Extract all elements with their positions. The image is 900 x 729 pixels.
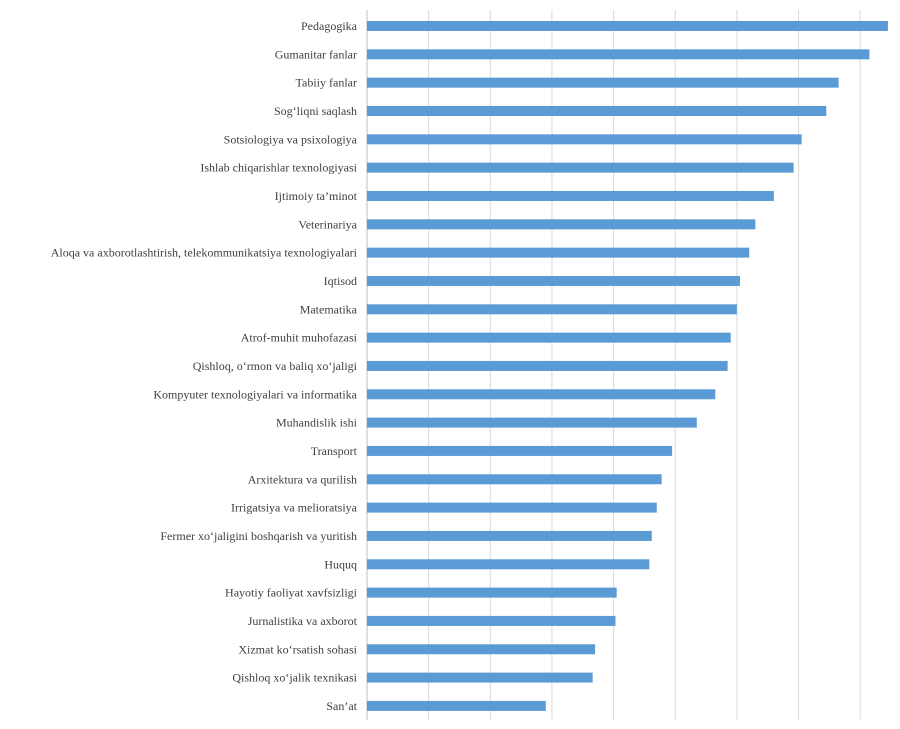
category-label: Fermer xo‘jaligini boshqarish va yuritis… [160,529,357,543]
bar [367,77,839,88]
category-label: Ishlab chiqarishlar texnologiyasi [200,161,357,175]
category-label: Jurnalistika va axborot [248,614,358,628]
category-label: Huquq [324,557,357,571]
category-label: Veterinariya [298,217,357,231]
category-label: Iqtisod [324,274,357,288]
bar [367,530,652,541]
category-label: Matematika [300,302,358,316]
category-label: Qishloq xo‘jalik texnikasi [232,671,357,685]
category-label: Sog‘liqni saqlash [274,104,357,118]
category-label: Atrof-muhit muhofazasi [241,331,358,345]
bar [367,105,827,116]
category-label: Aloqa va axborotlashtirish, telekommunik… [51,246,358,260]
bar [367,672,593,683]
category-label: Xizmat ko‘rsatish sohasi [238,642,357,656]
category-label: Qishloq, o‘rmon va baliq xo‘jaligi [193,359,358,373]
bar [367,389,716,400]
bar [367,474,662,485]
category-label: Hayotiy faoliyat xavfsizligi [225,586,358,600]
category-label: Transport [311,444,358,458]
bar [367,134,802,145]
category-label: Irrigatsiya va melioratsiya [231,501,358,515]
bar [367,190,774,201]
category-label: Pedagogika [301,19,358,33]
category-label: San’at [326,699,357,713]
bar [367,21,888,31]
category-label: Ijtimoiy ta’minot [275,189,358,203]
bars [367,21,888,711]
bar [367,417,697,428]
bar [367,275,740,286]
bar [367,644,596,655]
category-label: Tabiiy fanlar [296,76,357,90]
bar [367,247,750,258]
category-label: Gumanitar fanlar [275,47,357,61]
category-label: Muhandislik ishi [276,416,358,430]
bar [367,559,650,570]
bar [367,219,756,230]
category-label: Arxitektura va qurilish [248,472,357,486]
bar [367,49,870,60]
bar [367,700,546,711]
category-labels: Pedagogika Gumanitar fanlar Tabiiy fanlar S… [51,19,358,713]
category-label: Sotsiologiya va psixologiya [224,132,358,146]
bar [367,615,616,626]
bar [367,360,728,371]
bar [367,162,794,173]
bar [367,502,657,513]
category-label: Kompyuter texnologiyalari va informatika [153,387,357,401]
bar [367,587,617,598]
bar [367,304,737,315]
bar [367,332,731,343]
bar [367,445,673,456]
